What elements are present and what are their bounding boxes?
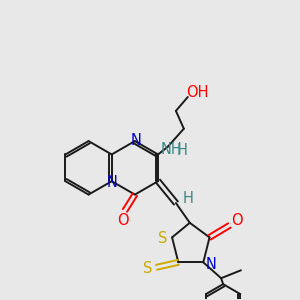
Text: S: S <box>143 261 152 276</box>
Text: H: H <box>182 190 193 206</box>
Text: NH: NH <box>161 142 183 157</box>
Text: N: N <box>206 257 217 272</box>
Text: O: O <box>232 213 243 228</box>
Text: H: H <box>176 143 187 158</box>
Text: N: N <box>106 175 117 190</box>
Text: O: O <box>117 213 129 228</box>
Text: OH: OH <box>187 85 209 100</box>
Text: N: N <box>130 133 141 148</box>
Text: S: S <box>158 231 168 246</box>
